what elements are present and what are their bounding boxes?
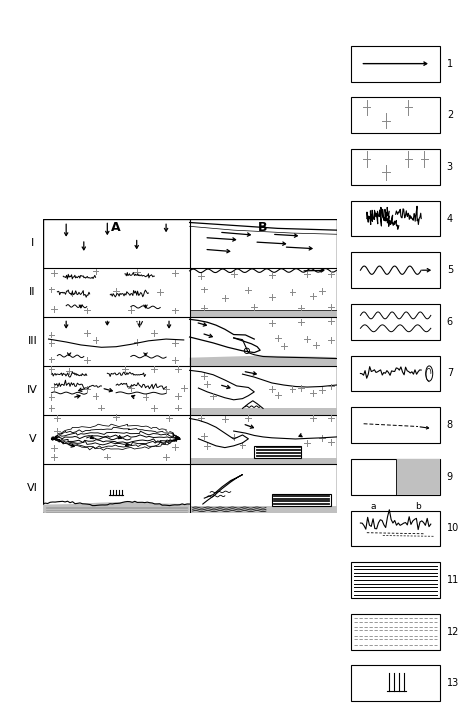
Text: 6: 6 bbox=[447, 317, 453, 327]
Text: 1: 1 bbox=[447, 58, 453, 68]
Bar bbox=[254, 446, 301, 458]
Polygon shape bbox=[190, 458, 337, 464]
Text: II: II bbox=[29, 288, 36, 298]
Text: I: I bbox=[31, 239, 34, 249]
Polygon shape bbox=[190, 355, 337, 366]
Bar bbox=[351, 355, 440, 392]
Bar bbox=[351, 407, 440, 443]
Text: 13: 13 bbox=[447, 678, 459, 689]
Bar bbox=[272, 494, 331, 505]
Bar bbox=[351, 97, 440, 133]
Text: VI: VI bbox=[27, 483, 38, 493]
Bar bbox=[351, 252, 440, 288]
Bar bbox=[351, 304, 440, 340]
Text: 3: 3 bbox=[447, 162, 453, 172]
Text: 8: 8 bbox=[447, 420, 453, 430]
Bar bbox=[351, 614, 440, 650]
Text: V: V bbox=[28, 434, 36, 444]
Bar bbox=[351, 510, 440, 547]
Bar bbox=[396, 459, 440, 495]
Bar bbox=[351, 562, 440, 598]
Text: 7: 7 bbox=[447, 368, 453, 379]
Polygon shape bbox=[190, 408, 337, 415]
Bar bbox=[351, 200, 440, 236]
Polygon shape bbox=[190, 311, 337, 317]
Polygon shape bbox=[43, 502, 190, 513]
Text: 9: 9 bbox=[447, 472, 453, 482]
Text: b: b bbox=[415, 502, 421, 510]
Text: B: B bbox=[258, 221, 268, 234]
Bar bbox=[351, 45, 440, 81]
Bar bbox=[351, 665, 440, 702]
Text: 10: 10 bbox=[447, 523, 459, 534]
Text: 5: 5 bbox=[447, 265, 453, 275]
Bar bbox=[351, 459, 440, 495]
Text: A: A bbox=[111, 221, 121, 234]
Text: 4: 4 bbox=[447, 213, 453, 224]
Text: 11: 11 bbox=[447, 575, 459, 585]
Polygon shape bbox=[190, 505, 337, 513]
Text: a: a bbox=[371, 502, 376, 510]
Text: III: III bbox=[27, 337, 37, 346]
Bar bbox=[351, 149, 440, 185]
Text: 12: 12 bbox=[447, 627, 459, 637]
Text: 2: 2 bbox=[447, 110, 453, 120]
Text: IV: IV bbox=[27, 386, 38, 395]
